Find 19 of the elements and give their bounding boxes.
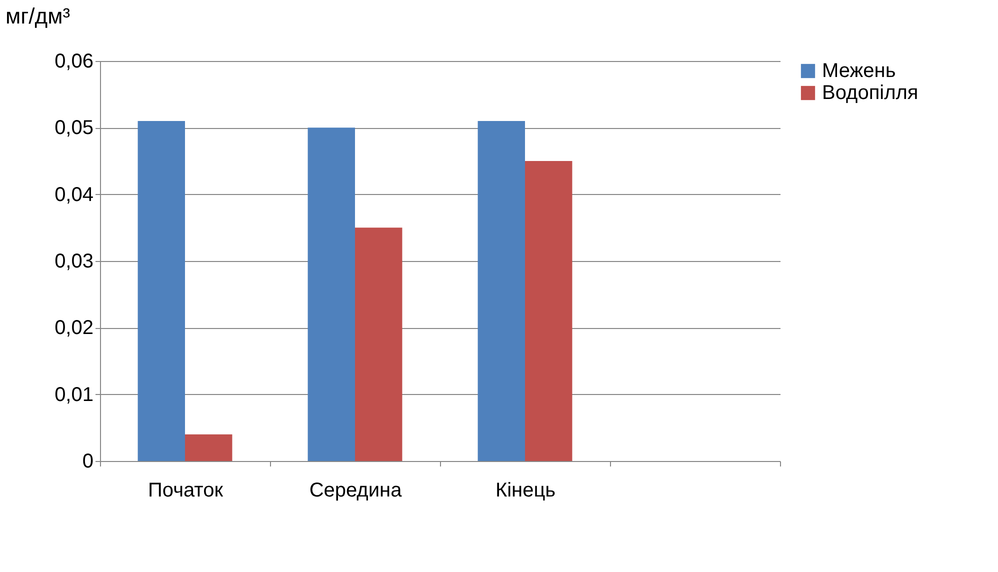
x-tick-label: Кінець — [495, 480, 556, 502]
y-tick-label: 0 — [82, 450, 94, 472]
y-tick-label: 0,05 — [54, 117, 94, 140]
y-tick-label: 0,04 — [54, 184, 94, 206]
y-tick-label: 0,03 — [54, 250, 94, 272]
y-tick-label: 0,06 — [54, 50, 94, 72]
x-tick-label: Середина — [309, 480, 403, 502]
y-tick-label: 0,01 — [54, 384, 94, 406]
bar — [478, 121, 525, 461]
legend-label: Водопілля — [822, 82, 918, 104]
y-tick-label: 0,02 — [54, 317, 94, 340]
bar — [138, 121, 185, 461]
bar — [185, 434, 232, 461]
bar — [308, 128, 355, 461]
y-axis-title: мг/дм³ — [6, 4, 70, 28]
bar — [355, 228, 402, 461]
legend-label: Межень — [822, 60, 896, 82]
x-tick-label: Початок — [148, 480, 224, 502]
bar — [525, 161, 572, 461]
